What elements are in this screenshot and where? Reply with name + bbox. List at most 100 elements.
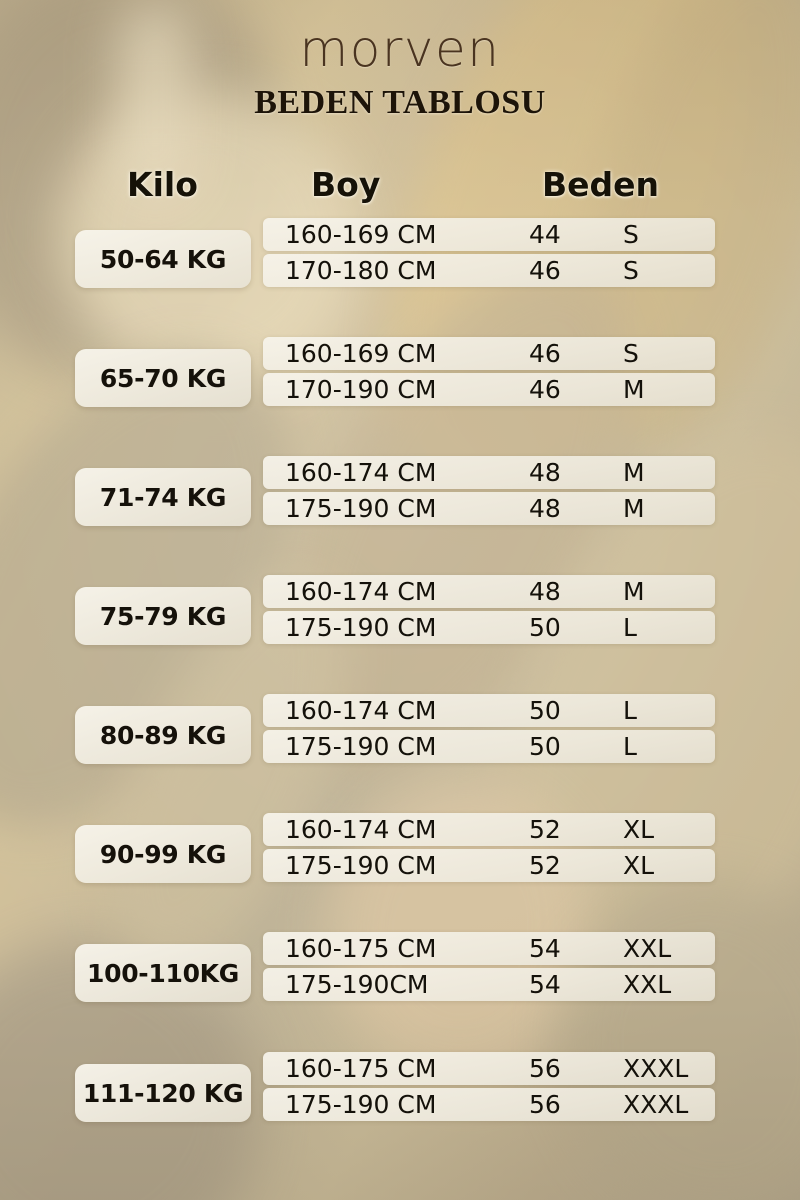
cell-size-code: S <box>623 339 639 368</box>
weight-group: 90-99 KG 160-174 CM 52 XL 175-190 CM 52 … <box>0 813 800 887</box>
weight-group: 111-120 KG 160-175 CM 56 XXXL 175-190 CM… <box>0 1052 800 1126</box>
measurement-rows: 160-174 CM 48 M 175-190 CM 48 M <box>263 456 715 528</box>
weight-group: 100-110KG 160-175 CM 54 XXL 175-190CM 54… <box>0 932 800 1006</box>
cell-height: 170-190 CM <box>285 375 437 404</box>
weight-pill: 100-110KG <box>75 944 251 1002</box>
cell-size-code: M <box>623 458 645 487</box>
cell-size-code: L <box>623 613 637 642</box>
cell-size-code: L <box>623 696 637 725</box>
measurement-rows: 160-174 CM 52 XL 175-190 CM 52 XL <box>263 813 715 885</box>
table-row: 175-190CM 54 XXL <box>263 968 715 1001</box>
table-row: 175-190 CM 48 M <box>263 492 715 525</box>
table-row: 175-190 CM 50 L <box>263 730 715 763</box>
table-row: 160-175 CM 54 XXL <box>263 932 715 965</box>
cell-height: 175-190 CM <box>285 851 437 880</box>
measurement-rows: 160-174 CM 50 L 175-190 CM 50 L <box>263 694 715 766</box>
cell-size-code: XXXL <box>623 1054 689 1083</box>
table-row: 160-175 CM 56 XXXL <box>263 1052 715 1085</box>
cell-size-num: 46 <box>529 256 561 285</box>
cell-size-num: 50 <box>529 613 561 642</box>
cell-size-code: S <box>623 220 639 249</box>
weight-label: 71-74 KG <box>99 482 227 512</box>
table-row: 170-180 CM 46 S <box>263 254 715 287</box>
cell-height: 160-175 CM <box>285 934 437 963</box>
weight-pill: 111-120 KG <box>75 1064 251 1122</box>
cell-size-num: 44 <box>529 220 561 249</box>
table-row: 175-190 CM 50 L <box>263 611 715 644</box>
column-headers: Kilo Boy Beden <box>0 163 800 207</box>
cell-height: 160-169 CM <box>285 220 437 249</box>
cell-size-code: M <box>623 494 645 523</box>
table-row: 175-190 CM 56 XXXL <box>263 1088 715 1121</box>
table-row: 160-169 CM 44 S <box>263 218 715 251</box>
weight-pill: 50-64 KG <box>75 230 251 288</box>
cell-size-num: 54 <box>529 934 561 963</box>
weight-label: 65-70 KG <box>99 363 227 393</box>
weight-group: 65-70 KG 160-169 CM 46 S 170-190 CM 46 M <box>0 337 800 411</box>
cell-size-code: XXL <box>623 970 672 999</box>
weight-group: 75-79 KG 160-174 CM 48 M 175-190 CM 50 L <box>0 575 800 649</box>
cell-size-code: XL <box>623 815 655 844</box>
cell-height: 160-174 CM <box>285 577 437 606</box>
cell-size-code: XXXL <box>623 1090 689 1119</box>
weight-group: 71-74 KG 160-174 CM 48 M 175-190 CM 48 M <box>0 456 800 530</box>
cell-size-code: L <box>623 732 637 761</box>
weight-label: 75-79 KG <box>99 601 227 631</box>
cell-size-num: 48 <box>529 458 561 487</box>
cell-size-code: XXL <box>623 934 672 963</box>
measurement-rows: 160-169 CM 46 S 170-190 CM 46 M <box>263 337 715 409</box>
cell-size-num: 54 <box>529 970 561 999</box>
cell-size-num: 56 <box>529 1054 561 1083</box>
cell-height: 175-190 CM <box>285 732 437 761</box>
cell-size-num: 46 <box>529 339 561 368</box>
weight-pill: 65-70 KG <box>75 349 251 407</box>
cell-height: 175-190 CM <box>285 494 437 523</box>
background-shape-3 <box>120 0 190 200</box>
brand-logo: morven <box>299 20 501 78</box>
cell-height: 160-174 CM <box>285 696 437 725</box>
weight-group: 80-89 KG 160-174 CM 50 L 175-190 CM 50 L <box>0 694 800 768</box>
table-row: 175-190 CM 52 XL <box>263 849 715 882</box>
cell-height: 170-180 CM <box>285 256 437 285</box>
table-row: 160-174 CM 50 L <box>263 694 715 727</box>
weight-group: 50-64 KG 160-169 CM 44 S 170-180 CM 46 S <box>0 218 800 292</box>
cell-size-num: 56 <box>529 1090 561 1119</box>
cell-size-num: 48 <box>529 494 561 523</box>
cell-size-num: 50 <box>529 696 561 725</box>
cell-size-num: 52 <box>529 815 561 844</box>
cell-size-num: 46 <box>529 375 561 404</box>
cell-size-code: M <box>623 375 645 404</box>
measurement-rows: 160-175 CM 54 XXL 175-190CM 54 XXL <box>263 932 715 1004</box>
weight-pill: 71-74 KG <box>75 468 251 526</box>
weight-pill: 90-99 KG <box>75 825 251 883</box>
column-header-boy: Boy <box>311 165 381 204</box>
cell-size-num: 50 <box>529 732 561 761</box>
weight-label: 90-99 KG <box>99 839 227 869</box>
table-row: 160-169 CM 46 S <box>263 337 715 370</box>
cell-size-code: XL <box>623 851 655 880</box>
weight-label: 111-120 KG <box>82 1078 244 1108</box>
cell-height: 160-174 CM <box>285 458 437 487</box>
cell-height: 160-175 CM <box>285 1054 437 1083</box>
cell-size-code: M <box>623 577 645 606</box>
table-row: 160-174 CM 48 M <box>263 456 715 489</box>
cell-size-num: 52 <box>529 851 561 880</box>
weight-pill: 80-89 KG <box>75 706 251 764</box>
cell-size-num: 48 <box>529 577 561 606</box>
page-title: BEDEN TABLOSU <box>254 84 546 121</box>
weight-label: 80-89 KG <box>99 720 227 750</box>
weight-label: 100-110KG <box>87 958 239 988</box>
cell-height: 160-169 CM <box>285 339 437 368</box>
column-header-kilo: Kilo <box>127 165 198 204</box>
table-row: 160-174 CM 48 M <box>263 575 715 608</box>
measurement-rows: 160-169 CM 44 S 170-180 CM 46 S <box>263 218 715 290</box>
column-header-beden: Beden <box>542 165 660 204</box>
measurement-rows: 160-174 CM 48 M 175-190 CM 50 L <box>263 575 715 647</box>
cell-height: 160-174 CM <box>285 815 437 844</box>
cell-height: 175-190CM <box>285 970 429 999</box>
measurement-rows: 160-175 CM 56 XXXL 175-190 CM 56 XXXL <box>263 1052 715 1124</box>
cell-height: 175-190 CM <box>285 613 437 642</box>
table-row: 160-174 CM 52 XL <box>263 813 715 846</box>
cell-height: 175-190 CM <box>285 1090 437 1119</box>
weight-pill: 75-79 KG <box>75 587 251 645</box>
